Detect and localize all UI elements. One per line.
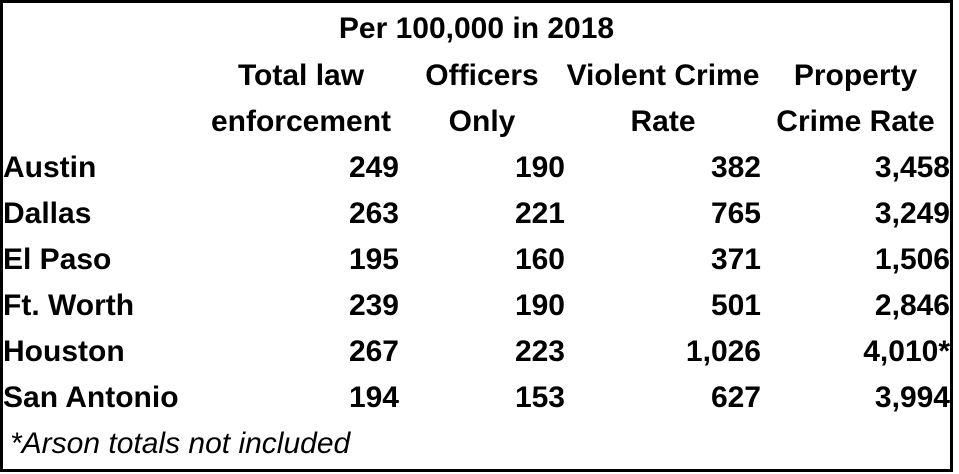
violent-crime-cell: 765 — [710, 197, 761, 230]
table-row: Austin 249 190 382 3,458 — [3, 145, 950, 191]
violent-crime-cell: 501 — [710, 289, 761, 322]
property-crime-cell: 4,010* — [863, 335, 950, 368]
violent-crime-cell: 382 — [710, 151, 761, 184]
officers-cell: 223 — [514, 335, 565, 368]
total-law-cell: 194 — [348, 381, 399, 414]
officers-cell: 190 — [514, 151, 565, 184]
property-crime-cell: 3,994 — [874, 381, 950, 414]
table-row: El Paso 195 160 371 1,506 — [3, 237, 950, 283]
total-law-cell: 195 — [348, 243, 399, 276]
officers-cell: 190 — [514, 289, 565, 322]
header-line: Rate — [630, 105, 696, 138]
table-row: Ft. Worth 239 190 501 2,846 — [3, 283, 950, 329]
table-row: Dallas 263 221 765 3,249 — [3, 191, 950, 237]
total-law-cell: 239 — [348, 289, 399, 322]
officers-cell: 160 — [514, 243, 565, 276]
property-crime-cell: 1,506 — [874, 243, 950, 276]
data-grid: Total law enforcement Officers Only Viol… — [3, 53, 950, 421]
city-cell: El Paso — [3, 243, 112, 276]
officers-cell: 221 — [514, 197, 565, 230]
header-row: Total law enforcement Officers Only Viol… — [3, 53, 950, 145]
total-law-cell: 267 — [348, 335, 399, 368]
table-title: Per 100,000 in 2018 — [338, 12, 615, 45]
header-violent-crime-rate: Violent Crime Rate — [565, 53, 761, 145]
total-law-cell: 263 — [348, 197, 399, 230]
violent-crime-cell: 627 — [710, 381, 761, 414]
header-line: Only — [448, 105, 516, 138]
city-cell: Ft. Worth — [3, 289, 135, 322]
city-cell: Austin — [3, 151, 97, 184]
property-crime-cell: 3,458 — [874, 151, 950, 184]
violent-crime-cell: 371 — [710, 243, 761, 276]
arson-footnote: *Arson totals not included — [10, 427, 351, 460]
total-law-cell: 249 — [348, 151, 399, 184]
city-cell: Houston — [3, 335, 125, 368]
header-property-crime-rate: Property Crime Rate — [761, 53, 950, 145]
header-line: Violent Crime — [566, 59, 760, 92]
header-officers-only: Officers Only — [399, 53, 565, 145]
header-line: Total law — [237, 59, 365, 92]
city-cell: San Antonio — [3, 381, 179, 414]
table-row: Houston 267 223 1,026 4,010* — [3, 329, 950, 375]
header-city — [3, 53, 203, 145]
property-crime-cell: 2,846 — [874, 289, 950, 322]
header-line: enforcement — [210, 105, 392, 138]
header-total-law-enforcement: Total law enforcement — [203, 53, 399, 145]
city-cell: Dallas — [3, 197, 92, 230]
violent-crime-cell: 1,026 — [685, 335, 761, 368]
property-crime-cell: 3,249 — [874, 197, 950, 230]
header-line: Property — [793, 59, 918, 92]
officers-cell: 153 — [514, 381, 565, 414]
header-line: Crime Rate — [776, 105, 935, 138]
table-row: San Antonio 194 153 627 3,994 — [3, 375, 950, 421]
header-line: Officers — [425, 59, 539, 92]
